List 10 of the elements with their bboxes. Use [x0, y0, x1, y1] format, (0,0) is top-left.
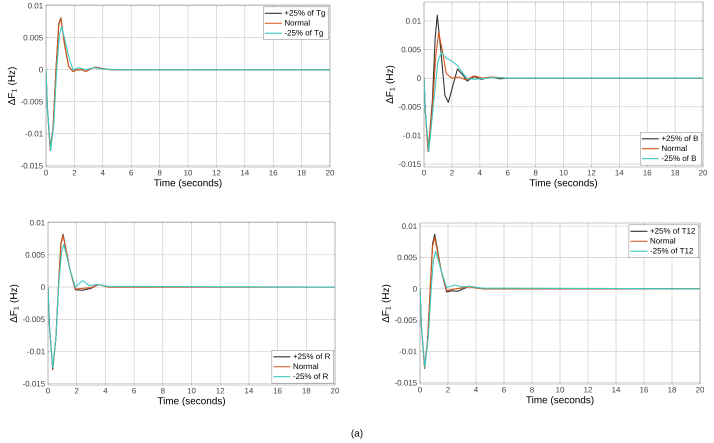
y-axis-title: ΔF$_{1}$ (Hz): [386, 66, 396, 104]
x-axis-title: Time (seconds): [154, 179, 222, 188]
x-axis-title: Time (seconds): [526, 396, 594, 406]
x-axis-title: Time (seconds): [158, 397, 226, 406]
y-axis-title: ΔF$_{1}$ (Hz): [8, 67, 18, 106]
y-axis-title: ΔF$_{1}$ (Hz): [10, 284, 20, 323]
y-axis-title: ΔF$_{1}$ (Hz): [382, 284, 392, 323]
x-axis-title: Time (seconds): [530, 179, 598, 188]
line-series: [424, 52, 704, 152]
text: (a): [352, 429, 362, 439]
